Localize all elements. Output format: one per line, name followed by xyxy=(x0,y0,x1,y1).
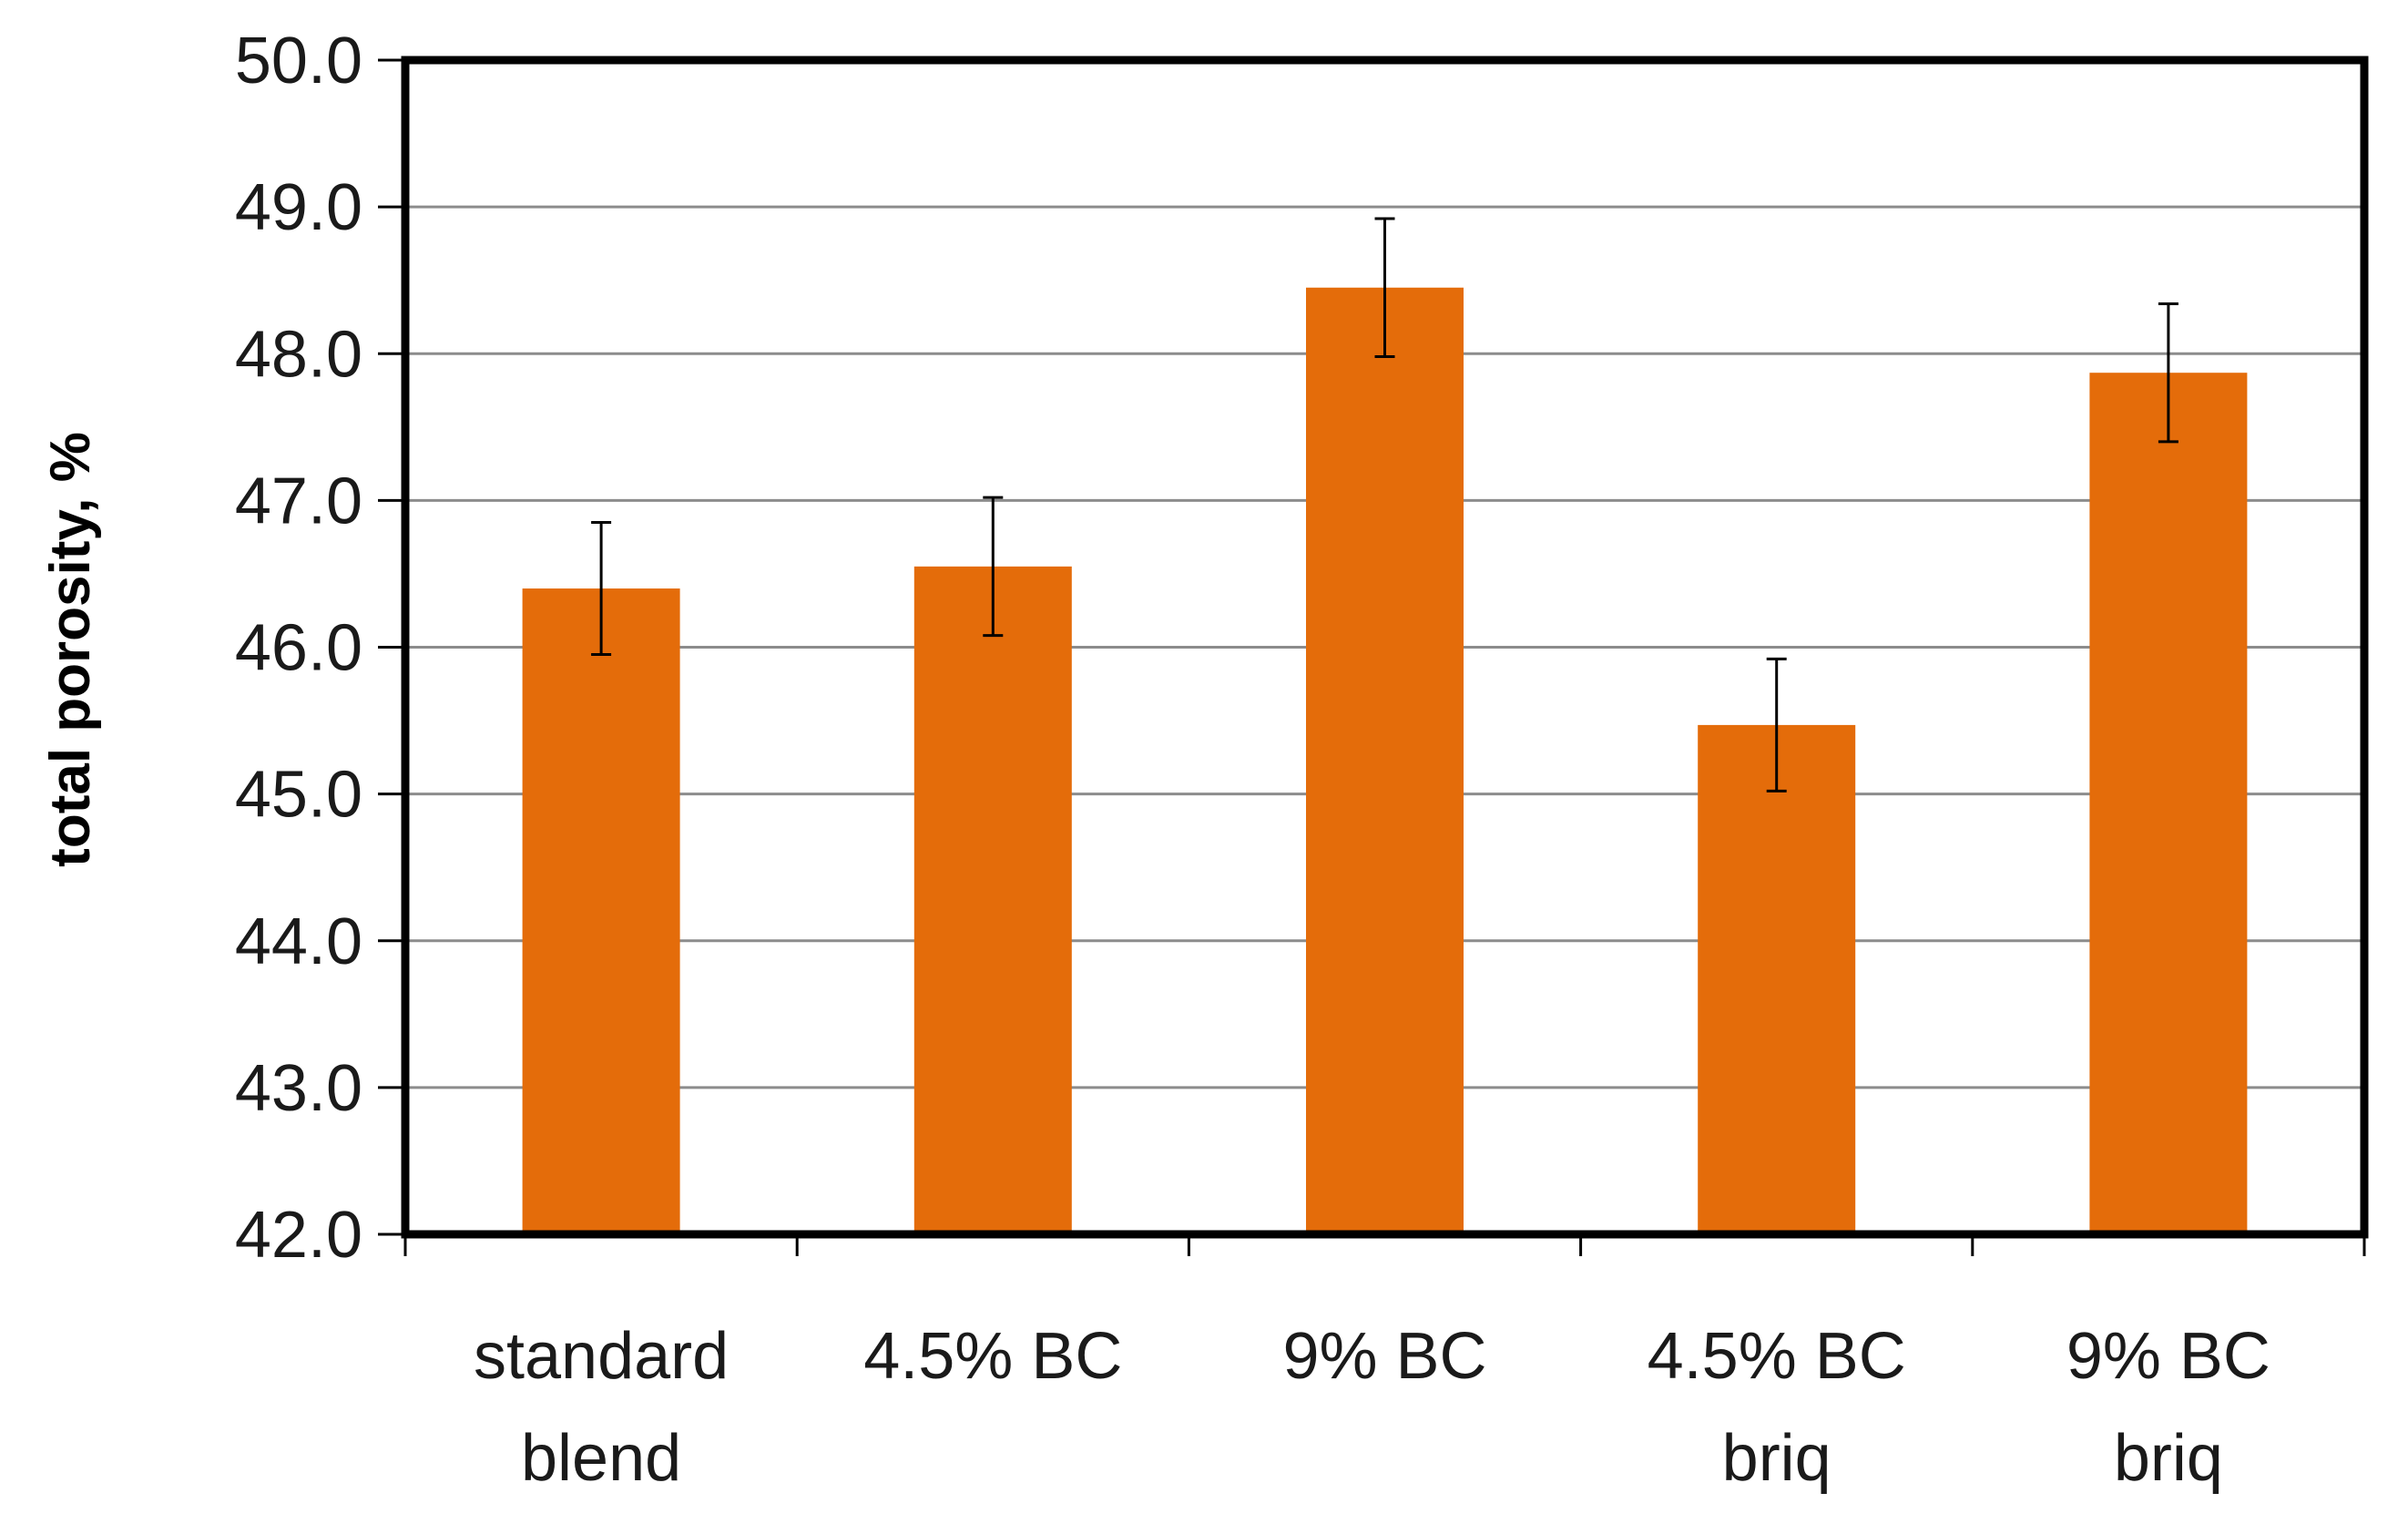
x-category-label: briq xyxy=(1722,1422,1832,1495)
x-category-label: 4.5% BC xyxy=(1648,1320,1906,1393)
x-category-label: 4.5% BC xyxy=(863,1320,1122,1393)
x-category-label: briq xyxy=(2114,1422,2223,1495)
y-tick-label: 50.0 xyxy=(235,25,362,97)
x-category-label: 9% BC xyxy=(1282,1320,1486,1393)
bar xyxy=(522,588,680,1234)
x-category-label: 9% BC xyxy=(2066,1320,2270,1393)
y-tick-label: 45.0 xyxy=(235,759,362,832)
y-tick-label: 43.0 xyxy=(235,1052,362,1125)
x-category-label: standard xyxy=(474,1320,729,1393)
y-tick-label: 46.0 xyxy=(235,612,362,685)
y-tick-label: 47.0 xyxy=(235,465,362,537)
bars xyxy=(522,287,2248,1234)
bar xyxy=(2089,373,2248,1234)
x-category-labels: standard blend 4.5% BC 9% BC 4.5% BC briq 9% B… xyxy=(474,1320,2270,1495)
y-tick-label: 42.0 xyxy=(235,1199,362,1272)
y-tick-label: 48.0 xyxy=(235,318,362,391)
axis-ticks xyxy=(378,58,2366,1256)
bar xyxy=(1698,724,1856,1234)
y-axis-title: total porosity, % xyxy=(39,432,102,867)
bar xyxy=(1306,287,1464,1234)
x-category-label: blend xyxy=(521,1422,681,1495)
error-bars xyxy=(591,217,2178,793)
bar xyxy=(913,566,1072,1234)
y-tick-label: 49.0 xyxy=(235,171,362,244)
y-tick-label: 44.0 xyxy=(235,905,362,978)
y-tick-labels: 42.0 43.0 44.0 45.0 46.0 47.0 48.0 49.0 50.0 xyxy=(235,25,362,1272)
